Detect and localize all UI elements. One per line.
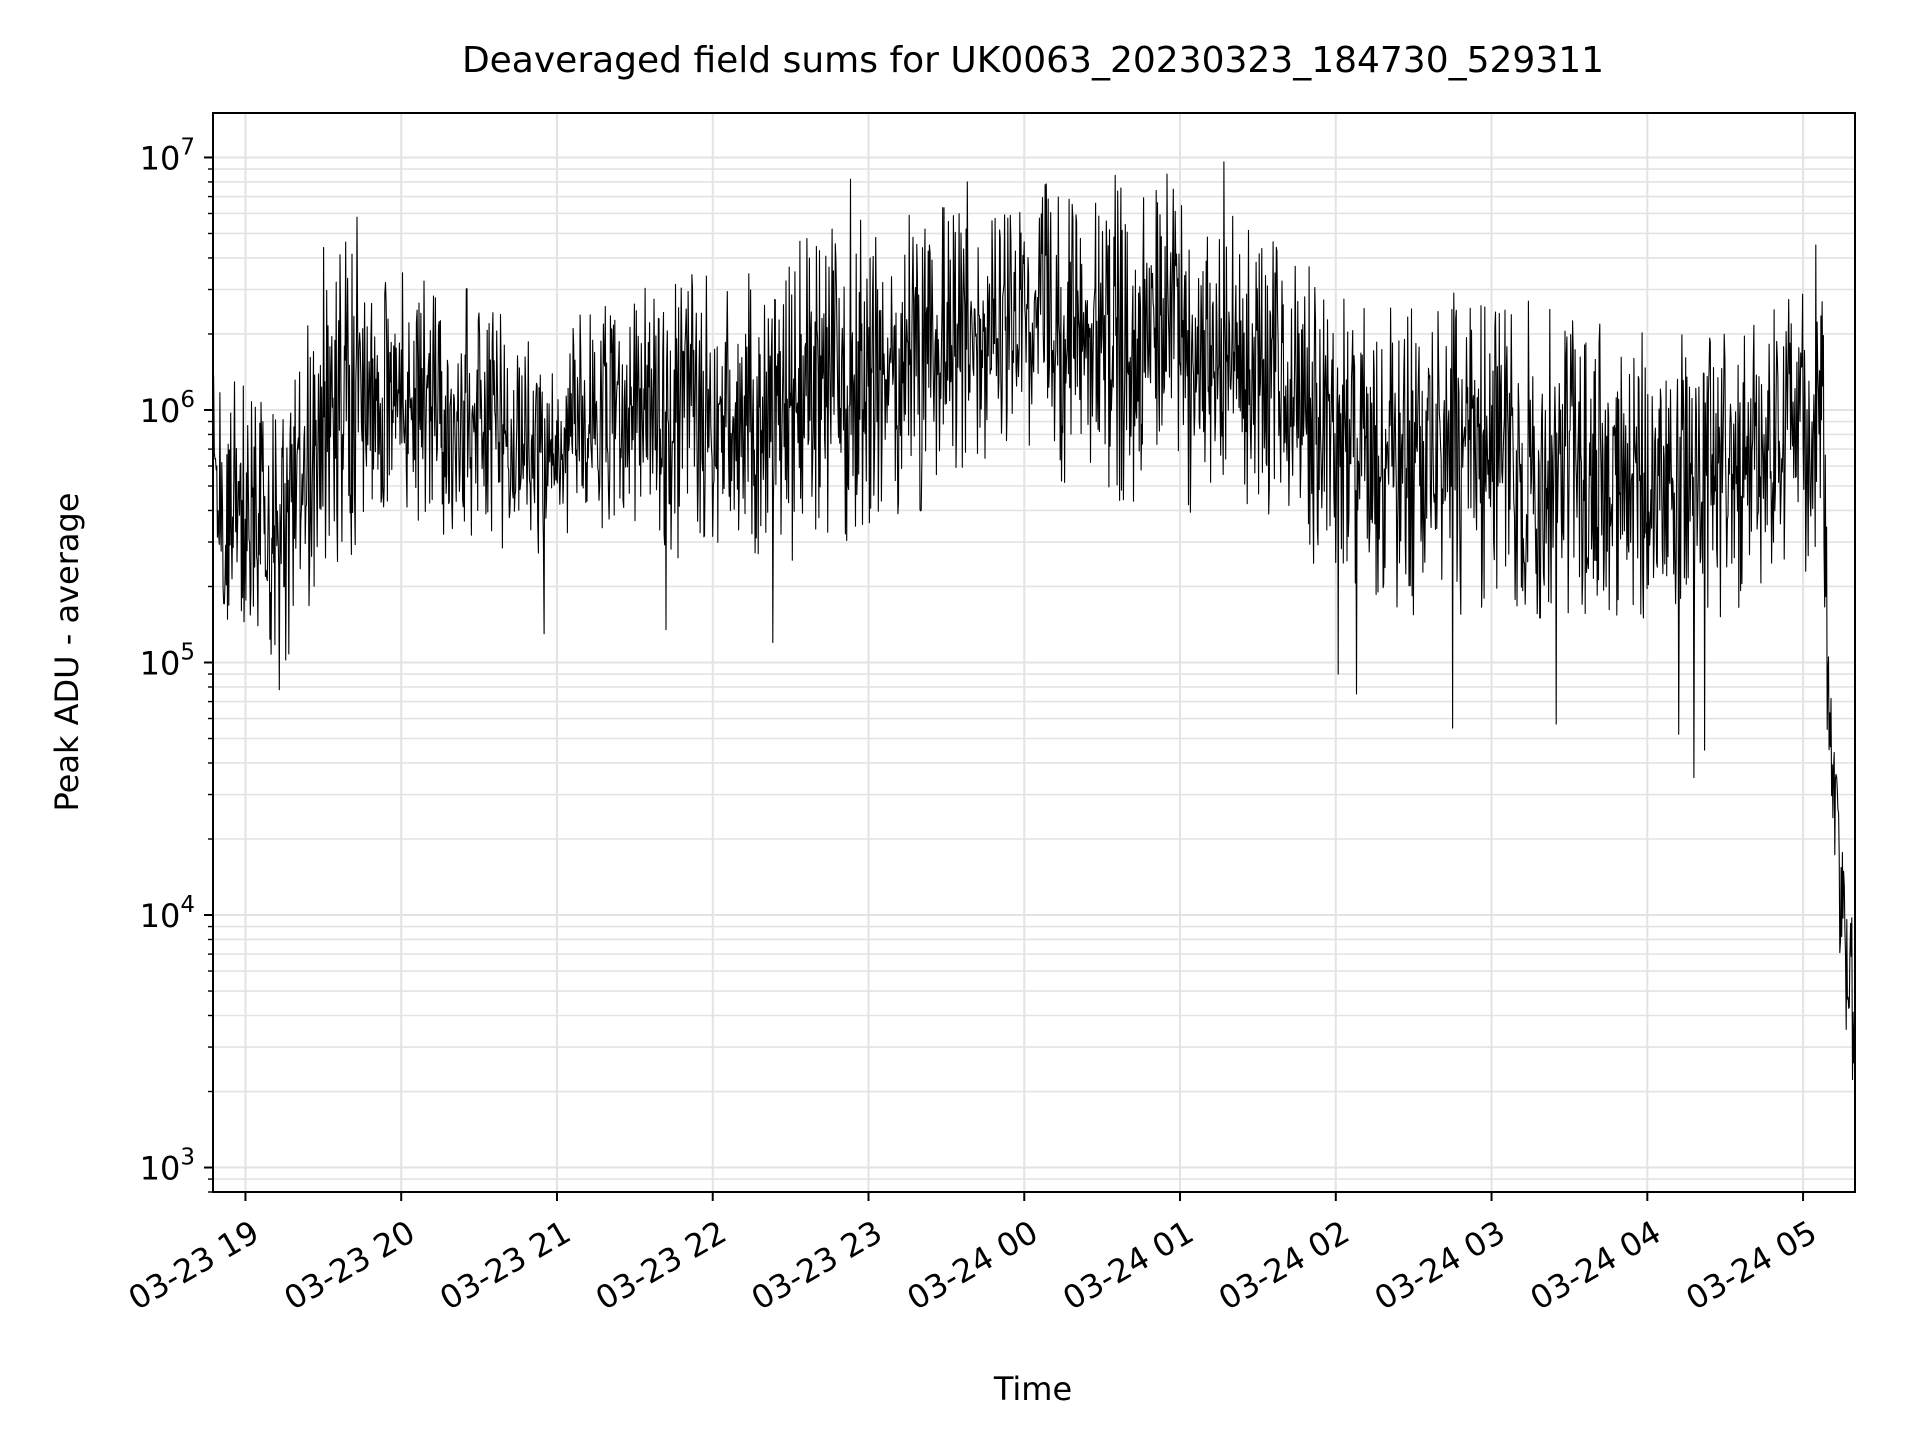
plot-area xyxy=(212,161,1856,1081)
series-line xyxy=(212,161,1856,1081)
y-tick-label: 104 xyxy=(140,892,195,935)
y-tick-label: 107 xyxy=(140,134,195,177)
y-axis-label: Peak ADU - average xyxy=(48,493,86,812)
y-tick-label: 105 xyxy=(140,639,195,682)
grid xyxy=(213,113,1855,1193)
chart-title: Deaveraged field sums for UK0063_2023032… xyxy=(462,40,1604,81)
x-axis-label: Time xyxy=(993,1370,1072,1408)
plot-frame xyxy=(212,112,1856,1193)
y-tick-label: 103 xyxy=(140,1145,195,1188)
y-tick-label: 106 xyxy=(140,387,195,430)
